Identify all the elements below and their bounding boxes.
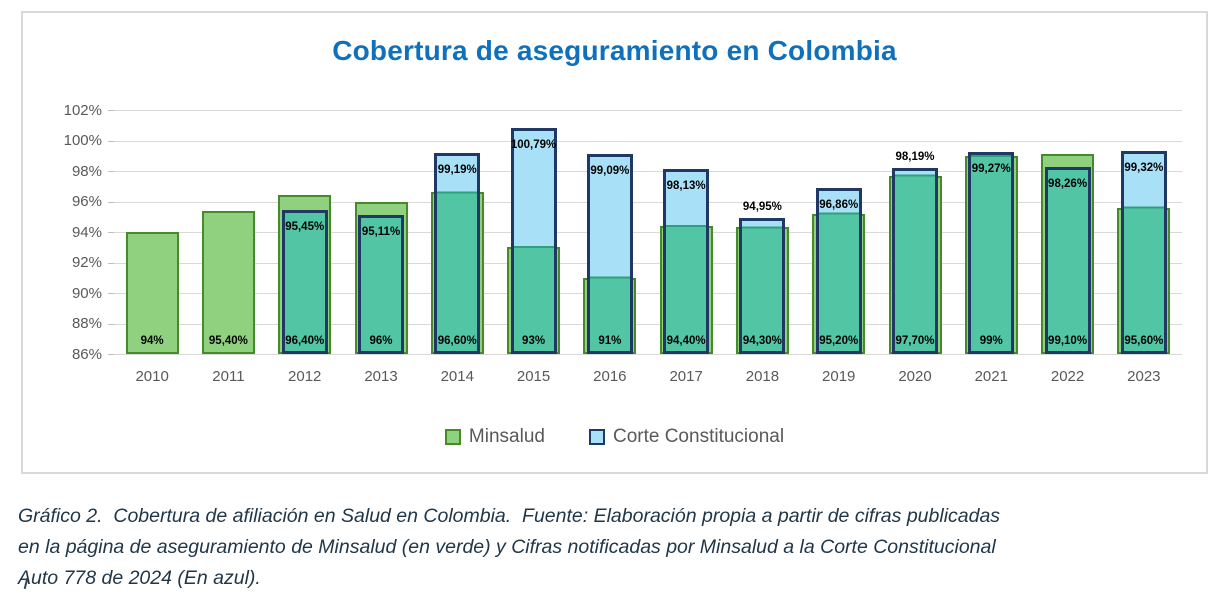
chart-title: Cobertura de aseguramiento en Colombia — [332, 35, 897, 66]
x-axis-tick-label: 2023 — [1127, 368, 1161, 385]
gridline — [114, 293, 1182, 294]
y-axis-tick-label: 90% — [71, 284, 102, 302]
x-axis-tick-label: 2016 — [593, 368, 627, 385]
legend-item-corte: Corte Constitucional — [588, 426, 785, 448]
y-tick-mark — [108, 262, 114, 264]
y-axis-tick-label: 86% — [71, 345, 102, 363]
corte-constitucional-bar — [586, 154, 633, 354]
y-axis-tick-label: 102% — [63, 101, 102, 119]
caption-line: Gráfico 2. Cobertura de afiliación en Sa… — [18, 505, 1001, 527]
corte-data-label: 99,09% — [590, 165, 630, 178]
x-axis-tick-label: 2020 — [898, 368, 932, 385]
corte-data-label: 99,27% — [971, 162, 1011, 175]
x-axis-tick-label: 2011 — [212, 368, 245, 385]
minsalud-bar — [201, 210, 255, 354]
minsalud-data-label: 95,60% — [1124, 335, 1164, 347]
corte-data-label: 98,19% — [895, 151, 935, 164]
corte-constitucional-bar — [434, 152, 481, 354]
gridline — [114, 262, 1182, 264]
corte-constitucional-bar — [510, 128, 557, 354]
y-tick-mark — [108, 293, 114, 294]
corte-constitucional-bar — [739, 217, 786, 354]
corte-data-label: 98,26% — [1048, 178, 1088, 191]
corte-constitucional-bar — [892, 168, 938, 354]
y-axis-tick-label: 92% — [71, 254, 102, 271]
x-axis-tick-label: 2015 — [516, 368, 551, 385]
corte-swatch-icon — [588, 429, 605, 445]
minsalud-data-label: 99% — [979, 335, 1003, 347]
gridline — [114, 323, 1182, 325]
minsalud-data-label: 95,40% — [208, 335, 248, 347]
gridline — [114, 354, 1182, 355]
y-tick-mark — [108, 110, 114, 111]
gridline — [114, 171, 1182, 172]
x-axis-tick-label: 2013 — [364, 368, 398, 385]
legend-item-minsalud: Minsalud — [444, 426, 545, 448]
y-tick-mark — [108, 140, 114, 142]
y-axis-tick-label: 96% — [71, 193, 102, 210]
y-axis-tick-label: 98% — [71, 162, 102, 180]
y-axis-tick-label: 88% — [71, 315, 102, 332]
y-tick-mark — [108, 171, 114, 172]
minsalud-data-label: 95,20% — [819, 335, 859, 347]
x-axis-tick-label: 2018 — [745, 368, 780, 385]
y-tick-mark — [108, 323, 114, 325]
x-axis-tick-label: 2010 — [135, 368, 169, 385]
minsalud-data-label: 91% — [598, 335, 622, 347]
legend-label-corte: Corte Constitucional — [612, 426, 785, 447]
y-axis-tick-label: 94% — [71, 223, 102, 241]
x-axis-tick-label: 2021 — [974, 368, 1008, 385]
corte-data-label: 98,13% — [666, 180, 706, 193]
gridline — [114, 232, 1182, 233]
corte-constitucional-bar — [663, 169, 710, 354]
corte-constitucional-bar — [815, 188, 862, 354]
corte-constitucional-bar — [968, 151, 1015, 354]
minsalud-data-label: 94,30% — [742, 335, 782, 347]
x-axis-tick-label: 2017 — [669, 368, 703, 385]
y-tick-mark — [108, 232, 114, 233]
caption-line: en la página de aseguramiento de Minsalu… — [18, 536, 996, 558]
y-tick-mark — [108, 201, 114, 203]
minsalud-data-label: 96,40% — [285, 335, 325, 347]
corte-data-label: 96,86% — [819, 199, 859, 212]
minsalud-bar — [125, 232, 179, 354]
x-axis-tick-label: 2014 — [440, 368, 474, 385]
x-axis-tick-label: 2012 — [288, 368, 322, 385]
legend: Minsalud Corte Constitucional — [23, 426, 1206, 448]
legend-label-minsalud: Minsalud — [468, 426, 545, 447]
minsalud-data-label: 99,10% — [1048, 335, 1088, 347]
caption-line: Auto 778 de 2024 (En azul). — [18, 567, 261, 589]
minsalud-data-label: 94% — [140, 335, 164, 347]
figure-caption: Gráfico 2. Cobertura de afiliación en Sa… — [18, 501, 1208, 594]
x-axis-tick-label: 2022 — [1050, 368, 1085, 385]
corte-data-label: 95,45% — [285, 220, 325, 233]
corte-data-label: 95,11% — [361, 226, 401, 239]
minsalud-data-label: 96% — [369, 335, 393, 347]
minsalud-data-label: 97,70% — [895, 335, 935, 347]
chart-card: Cobertura de aseguramiento en Colombia 1… — [21, 11, 1208, 474]
corte-constitucional-bar — [281, 209, 328, 354]
minsalud-data-label: 96,60% — [437, 335, 477, 347]
minsalud-data-label: 93% — [522, 335, 546, 347]
corte-data-label: 94,95% — [742, 200, 782, 213]
gridline — [114, 110, 1182, 111]
minsalud-swatch-icon — [444, 429, 461, 445]
gridline — [114, 140, 1182, 142]
corte-data-label: 100,79% — [510, 139, 557, 152]
y-axis-tick-label: 100% — [63, 132, 102, 149]
x-axis-tick-label: 2019 — [822, 368, 856, 385]
corte-data-label: 99,19% — [437, 163, 477, 176]
plot-area: 102% 100% 98% 96% 94% 92% 90% 88% 86% 94% 95,40% 9… — [64, 103, 1182, 385]
minsalud-data-label: 94,40% — [666, 335, 706, 347]
gridline — [114, 201, 1182, 203]
corte-constitucional-bar — [358, 215, 404, 354]
y-tick-mark — [108, 354, 114, 355]
corte-data-label: 99,32% — [1124, 161, 1164, 174]
corte-constitucional-bar — [1044, 167, 1091, 354]
corte-constitucional-bar — [1120, 150, 1167, 354]
